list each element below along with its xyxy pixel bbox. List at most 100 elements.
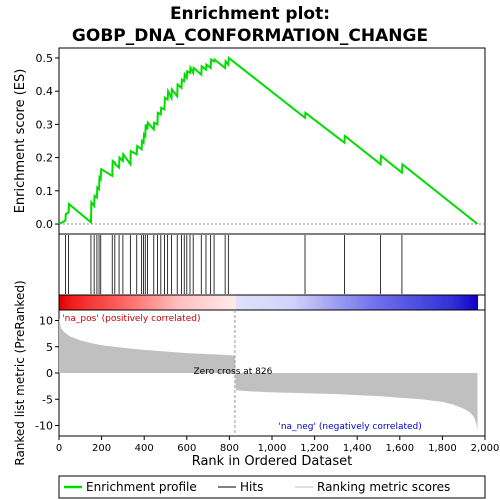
color-bar-segment bbox=[408, 295, 411, 310]
color-bar-segment bbox=[467, 295, 471, 310]
color-bar-segment bbox=[184, 295, 188, 310]
color-bar-segment bbox=[450, 295, 454, 310]
color-bar-segment bbox=[107, 295, 111, 310]
pos-label: 'na_pos' (positively correlated) bbox=[62, 314, 200, 324]
color-bar-segment bbox=[423, 295, 426, 310]
color-bar-segment bbox=[78, 295, 81, 310]
color-bar-segment bbox=[240, 295, 243, 310]
es-ytick-label: 0.0 bbox=[36, 218, 54, 231]
color-bar-segment bbox=[286, 295, 290, 310]
color-bar-segment bbox=[248, 295, 252, 310]
color-bar-segment bbox=[120, 295, 124, 310]
color-bar-segment bbox=[404, 295, 407, 310]
color-bar-segment bbox=[453, 295, 456, 310]
legend-label: Enrichment profile bbox=[86, 480, 197, 494]
color-bar-segment bbox=[76, 295, 79, 310]
color-bar-segment bbox=[291, 295, 294, 310]
color-bar-segment bbox=[88, 295, 92, 310]
color-bar-segment bbox=[257, 295, 260, 310]
color-bar-segment bbox=[65, 295, 69, 310]
color-bar-segment bbox=[410, 295, 414, 310]
color-bar-segment bbox=[154, 295, 158, 310]
color-bar-segment bbox=[133, 295, 137, 310]
color-bar-segment bbox=[71, 295, 75, 310]
color-bar-segment bbox=[474, 295, 477, 310]
color-bar-segment bbox=[227, 295, 230, 310]
color-bar-segment bbox=[457, 295, 460, 310]
ranked-ylabel: Ranked list metric (PreRanked) bbox=[13, 280, 27, 465]
color-bar-segment bbox=[297, 295, 301, 310]
color-bar-segment bbox=[214, 295, 218, 310]
color-bar-segment bbox=[463, 295, 467, 310]
ranking-metric-area bbox=[59, 317, 478, 431]
color-bar-segment bbox=[82, 295, 86, 310]
color-bar-segment bbox=[229, 295, 233, 310]
color-bar-segment bbox=[112, 295, 115, 310]
ranked-xlabel: Rank in Ordered Dataset bbox=[192, 454, 353, 469]
color-bar-segment bbox=[414, 295, 418, 310]
color-bar-segment bbox=[252, 295, 256, 310]
color-bar-segment bbox=[335, 295, 339, 310]
color-bar-segment bbox=[176, 295, 179, 310]
color-bar-segment bbox=[346, 295, 350, 310]
color-bar-segment bbox=[433, 295, 437, 310]
enrichment-profile-line bbox=[58, 56, 479, 225]
color-bar-segment bbox=[178, 295, 181, 310]
ranked-xtick-label: 600 bbox=[177, 443, 196, 454]
color-bar-segment bbox=[412, 295, 416, 310]
color-bar-segment bbox=[203, 295, 207, 310]
color-bar-segment bbox=[276, 295, 279, 310]
color-bar-segment bbox=[250, 295, 254, 310]
color-bar-segment bbox=[393, 295, 397, 310]
color-bar-segment bbox=[186, 295, 190, 310]
color-bar-segment bbox=[378, 295, 382, 310]
color-bar-segment bbox=[201, 295, 205, 310]
ranked-ytick-label: -5 bbox=[42, 393, 53, 406]
es-ylabel: Enrichment score (ES) bbox=[13, 69, 28, 214]
color-bar-segment bbox=[406, 295, 409, 310]
color-bar-segment bbox=[352, 295, 356, 310]
color-bar-segment bbox=[316, 295, 320, 310]
color-bar-segment bbox=[103, 295, 107, 310]
color-bar-segment bbox=[242, 295, 245, 310]
color-bar-segment bbox=[350, 295, 354, 310]
ranked-xtick-label: 0 bbox=[56, 443, 62, 454]
color-bar-segment bbox=[144, 295, 147, 310]
color-bar-segment bbox=[425, 295, 428, 310]
color-bar-segment bbox=[99, 295, 103, 310]
color-bar-segment bbox=[429, 295, 433, 310]
color-bar-segment bbox=[367, 295, 371, 310]
color-bar-segment bbox=[216, 295, 220, 310]
color-bar-segment bbox=[174, 295, 177, 310]
color-bar-segment bbox=[246, 295, 250, 310]
color-bar-segment bbox=[320, 295, 324, 310]
color-bar-segment bbox=[254, 295, 258, 310]
color-bar-segment bbox=[208, 295, 211, 310]
color-bar-segment bbox=[444, 295, 448, 310]
color-bar-segment bbox=[382, 295, 386, 310]
color-bar-segment bbox=[342, 295, 345, 310]
color-bar-segment bbox=[301, 295, 305, 310]
color-bar-segment bbox=[135, 295, 139, 310]
color-bar-segment bbox=[125, 295, 128, 310]
color-bar-segment bbox=[188, 295, 192, 310]
color-bar-segment bbox=[376, 295, 379, 310]
color-bar-segment bbox=[293, 295, 296, 310]
ranked-xtick-label: 2,000 bbox=[471, 443, 500, 454]
color-bar-segment bbox=[205, 295, 209, 310]
color-bar-segment bbox=[131, 295, 135, 310]
color-bar-segment bbox=[169, 295, 173, 310]
color-bar-segment bbox=[384, 295, 388, 310]
color-bar-segment bbox=[310, 295, 313, 310]
color-bar-segment bbox=[63, 295, 66, 310]
color-bar-segment bbox=[90, 295, 94, 310]
color-bar-segment bbox=[380, 295, 384, 310]
color-bar-segment bbox=[161, 295, 164, 310]
color-bar-segment bbox=[61, 295, 64, 310]
color-bar-segment bbox=[387, 295, 390, 310]
color-bar-segment bbox=[235, 295, 239, 310]
color-bar-segment bbox=[440, 295, 443, 310]
color-bar-segment bbox=[344, 295, 348, 310]
color-bar-segment bbox=[195, 295, 198, 310]
color-bar-segment bbox=[391, 295, 394, 310]
